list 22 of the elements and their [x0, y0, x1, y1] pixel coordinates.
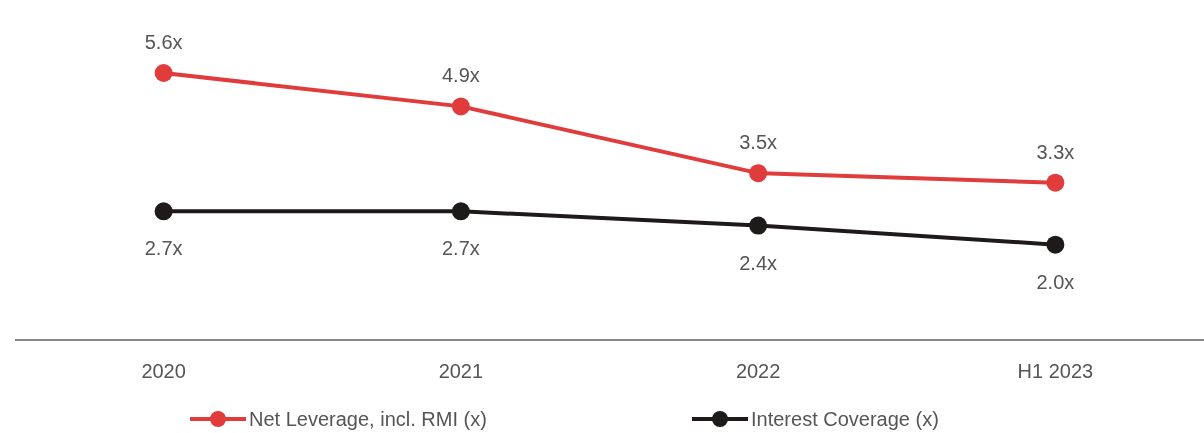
- legend-label: Interest Coverage (x): [751, 408, 939, 430]
- point: [154, 64, 173, 82]
- legend-label: Net Leverage, incl. RMI (x): [249, 408, 487, 430]
- point: [749, 164, 768, 183]
- point: [451, 97, 470, 116]
- x-tick-label: H1 2023: [1017, 360, 1094, 382]
- data-label: 2.7x: [144, 237, 183, 260]
- point: [749, 216, 768, 235]
- point: [1046, 173, 1065, 192]
- data-label: 2.7x: [441, 237, 480, 260]
- data-label: 2.4x: [739, 251, 778, 274]
- data-label: 3.5x: [739, 131, 778, 154]
- point: [451, 202, 470, 221]
- data-label: 3.3x: [1036, 140, 1075, 163]
- x-tick-label: 2021: [438, 360, 484, 382]
- data-label: 5.6x: [144, 31, 183, 53]
- x-tick-label: 2020: [141, 360, 186, 382]
- x-tick-label: 2022: [735, 360, 781, 382]
- data-label: 4.9x: [441, 64, 480, 87]
- data-label: 2.0x: [1036, 270, 1075, 293]
- point: [1046, 235, 1065, 254]
- point: [154, 202, 173, 221]
